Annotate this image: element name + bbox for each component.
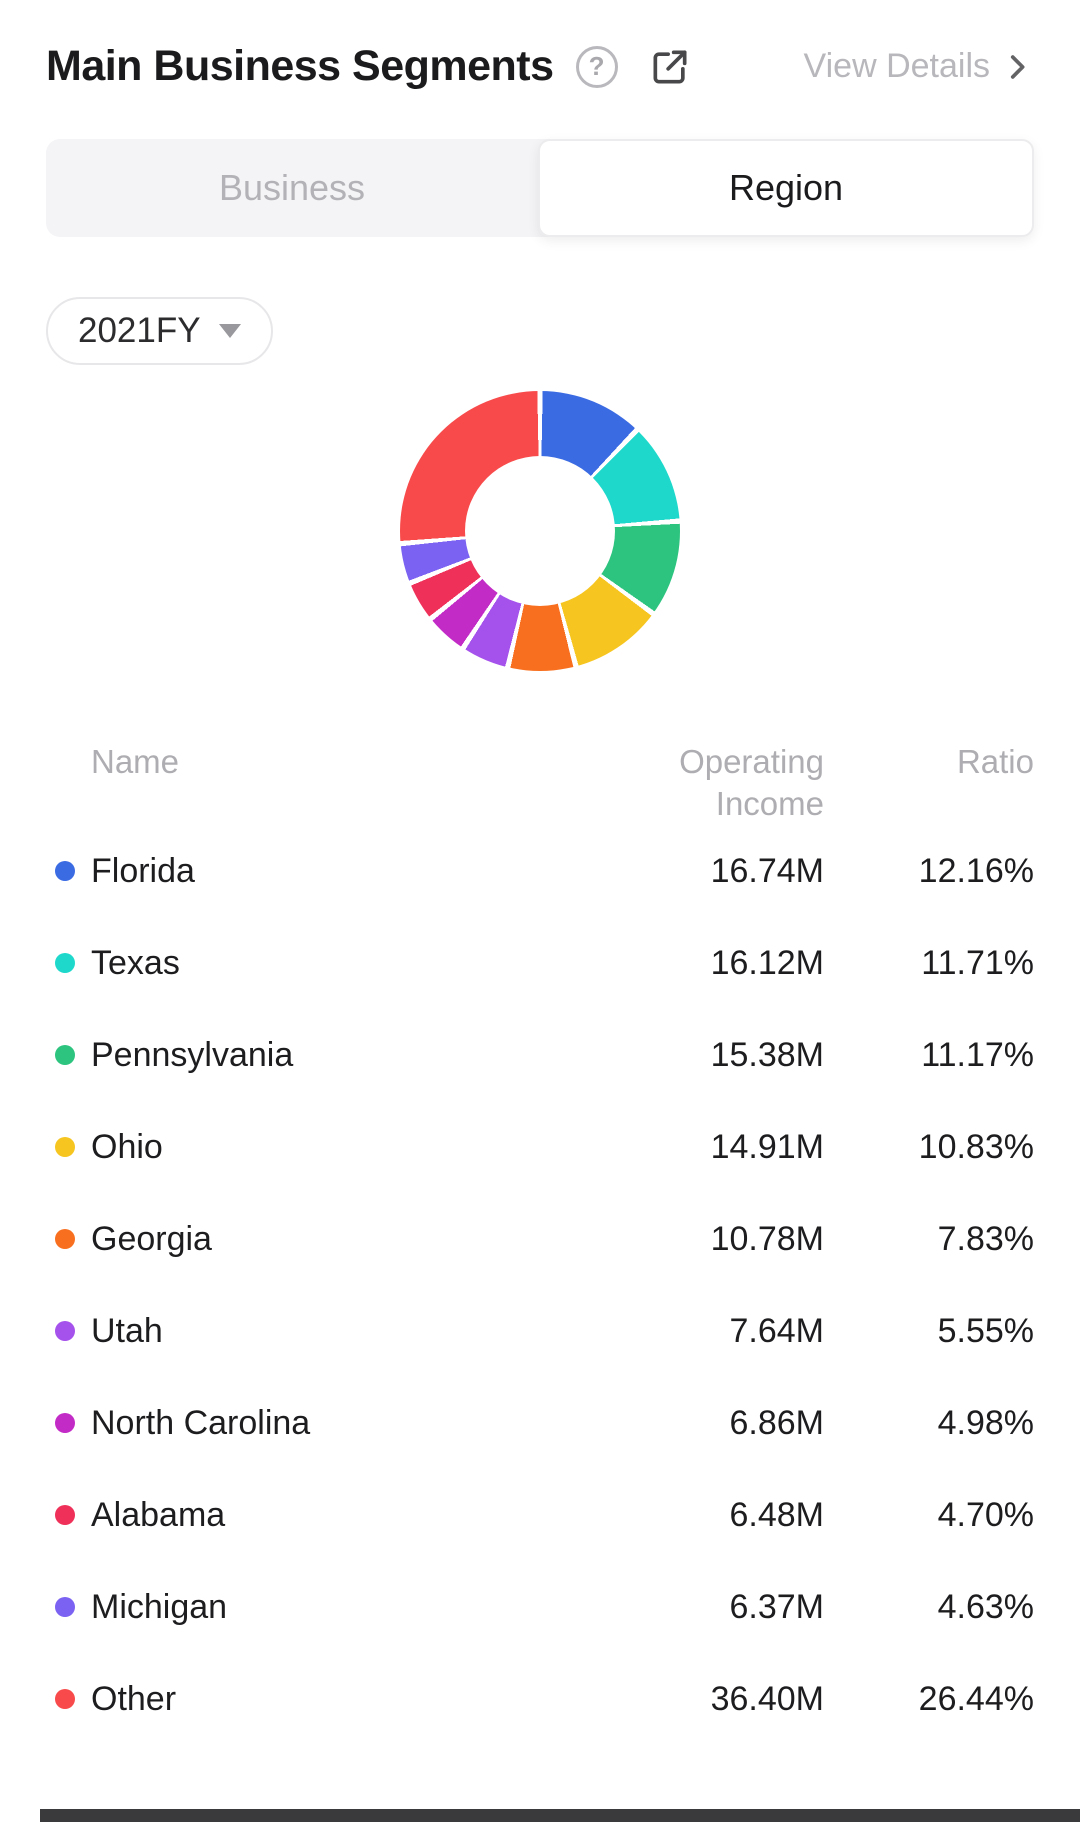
segment-ratio: 4.98% — [937, 1403, 1034, 1442]
segment-operating-income: 6.37M — [729, 1587, 825, 1626]
segment-ratio: 10.83% — [918, 1127, 1034, 1166]
column-header-operating: Operating — [679, 743, 824, 780]
segment-name: North Carolina — [91, 1403, 311, 1442]
table-row: Texas 16.12M 11.71% — [46, 917, 1034, 1009]
column-header-income: Income — [715, 785, 824, 822]
segment-tabs: Business Region — [46, 139, 1034, 237]
table-row: Pennsylvania 15.38M 11.17% — [46, 1009, 1034, 1101]
segment-name: Michigan — [91, 1587, 228, 1626]
segment-name: Georgia — [91, 1219, 212, 1258]
period-label: 2021FY — [78, 311, 201, 350]
help-icon[interactable]: ? — [575, 45, 618, 88]
donut-chart[interactable] — [400, 391, 680, 671]
bottom-sheet-handle — [40, 1809, 1080, 1822]
tab-business[interactable]: Business — [218, 167, 366, 208]
chart-area — [0, 391, 1080, 671]
legend-dot — [55, 1689, 75, 1709]
legend-dot — [55, 1045, 75, 1065]
column-header-ratio: Ratio — [956, 743, 1034, 780]
period-dropdown[interactable]: 2021FY — [46, 297, 273, 365]
segment-ratio: 11.17% — [921, 1035, 1034, 1074]
segment-operating-income: 6.48M — [729, 1495, 825, 1534]
legend-dot — [55, 1413, 75, 1433]
segment-operating-income: 7.64M — [729, 1311, 825, 1350]
legend-dot — [55, 861, 75, 881]
segment-operating-income: 36.40M — [710, 1679, 824, 1718]
segment-name: Alabama — [91, 1495, 226, 1534]
view-details-link[interactable]: View Details — [804, 47, 1034, 86]
legend-dot — [55, 1137, 75, 1157]
segment-ratio: 5.55% — [937, 1311, 1034, 1350]
view-details-label: View Details — [803, 47, 990, 85]
segment-operating-income: 10.78M — [710, 1219, 824, 1258]
segment-operating-income: 16.74M — [710, 851, 824, 890]
export-icon-glyph — [653, 50, 687, 83]
segment-operating-income: 6.86M — [729, 1403, 825, 1442]
table-row: Ohio 14.91M 10.83% — [46, 1101, 1034, 1193]
segment-name: Other — [91, 1679, 177, 1718]
table-row: North Carolina 6.86M 4.98% — [46, 1377, 1034, 1469]
segment-ratio: 12.16% — [918, 851, 1034, 890]
table-row: Georgia 10.78M 7.83% — [46, 1193, 1034, 1285]
legend-dot — [55, 953, 75, 973]
segment-operating-income: 14.91M — [710, 1127, 824, 1166]
segments-table: Florida 16.74M 12.16% Texas 16.12M 11.71… — [46, 825, 1034, 1745]
segment-operating-income: 16.12M — [710, 943, 824, 982]
segment-ratio: 11.71% — [921, 943, 1034, 982]
segment-ratio: 4.63% — [937, 1587, 1034, 1626]
segment-operating-income: 15.38M — [710, 1035, 824, 1074]
segment-name: Florida — [91, 851, 195, 890]
segment-name: Pennsylvania — [91, 1035, 294, 1074]
table-row: Florida 16.74M 12.16% — [46, 825, 1034, 917]
caret-down-icon — [218, 324, 241, 338]
column-header-name: Name — [91, 743, 180, 780]
legend-dot — [55, 1321, 75, 1341]
segment-name: Texas — [91, 943, 180, 982]
legend-dot — [55, 1505, 75, 1525]
table-row: Michigan 6.37M 4.63% — [46, 1561, 1034, 1653]
legend-dot — [55, 1597, 75, 1617]
share-icon[interactable] — [648, 45, 692, 89]
table-header: Name Operating Income Ratio — [46, 741, 1034, 825]
segment-ratio: 4.70% — [937, 1495, 1034, 1534]
page-title: Main Business Segments — [46, 42, 554, 90]
legend-dot — [55, 1229, 75, 1249]
column-header-operating-income: Operating Income — [584, 741, 824, 825]
header: Main Business Segments ? View Details — [0, 0, 1080, 91]
table-row: Utah 7.64M 5.55% — [46, 1285, 1034, 1377]
segment-name: Utah — [91, 1311, 163, 1350]
tab-region[interactable]: Region — [538, 139, 1034, 237]
segment-ratio: 7.83% — [937, 1219, 1034, 1258]
segment-name: Ohio — [91, 1127, 163, 1166]
chevron-right-icon — [1010, 54, 1025, 79]
table-row: Alabama 6.48M 4.70% — [46, 1469, 1034, 1561]
segment-ratio: 26.44% — [918, 1679, 1034, 1718]
table-row: Other 36.40M 26.44% — [46, 1653, 1034, 1745]
